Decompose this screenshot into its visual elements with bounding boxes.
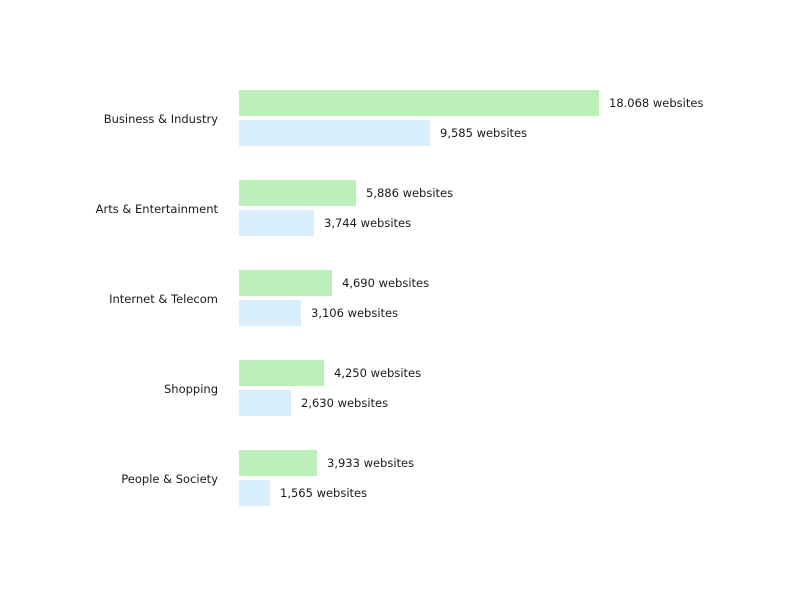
bar-series-2	[239, 390, 291, 416]
value-label: 3,933 websites	[327, 456, 415, 470]
category-label: Arts & Entertainment	[95, 202, 218, 216]
value-label: 5,886 websites	[366, 186, 454, 200]
value-label: 2,630 websites	[301, 396, 389, 410]
value-label: 3,106 websites	[311, 306, 399, 320]
bar-series-1	[239, 90, 599, 116]
category-group: Internet & Telecom 4,690 websites 3,106 we…	[0, 270, 800, 330]
value-label: 1,565 websites	[280, 486, 368, 500]
bar-series-1	[239, 360, 324, 386]
value-label: 3,744 websites	[324, 216, 412, 230]
value-label: 4,690 websites	[342, 276, 430, 290]
category-group: Shopping 4,250 websites 2,630 websites	[0, 360, 800, 420]
bar-series-2	[239, 120, 430, 146]
bar-series-1	[239, 180, 356, 206]
value-label: 18.068 websites	[609, 96, 704, 110]
category-group: Business & Industry 18.068 websites 9,585 …	[0, 90, 800, 150]
category-label: People & Society	[121, 472, 218, 486]
bar-series-2	[239, 210, 314, 236]
bar-series-2	[239, 300, 301, 326]
category-group: Arts & Entertainment 5,886 websites 3,744 …	[0, 180, 800, 240]
value-label: 9,585 websites	[440, 126, 528, 140]
value-label: 4,250 websites	[334, 366, 422, 380]
category-label: Business & Industry	[103, 112, 218, 126]
bar-series-1	[239, 450, 317, 476]
category-group: People & Society 3,933 websites 1,565 webs…	[0, 450, 800, 510]
bar-series-2	[239, 480, 270, 506]
bar-series-1	[239, 270, 332, 296]
category-label: Internet & Telecom	[109, 292, 218, 306]
category-label: Shopping	[163, 382, 218, 396]
